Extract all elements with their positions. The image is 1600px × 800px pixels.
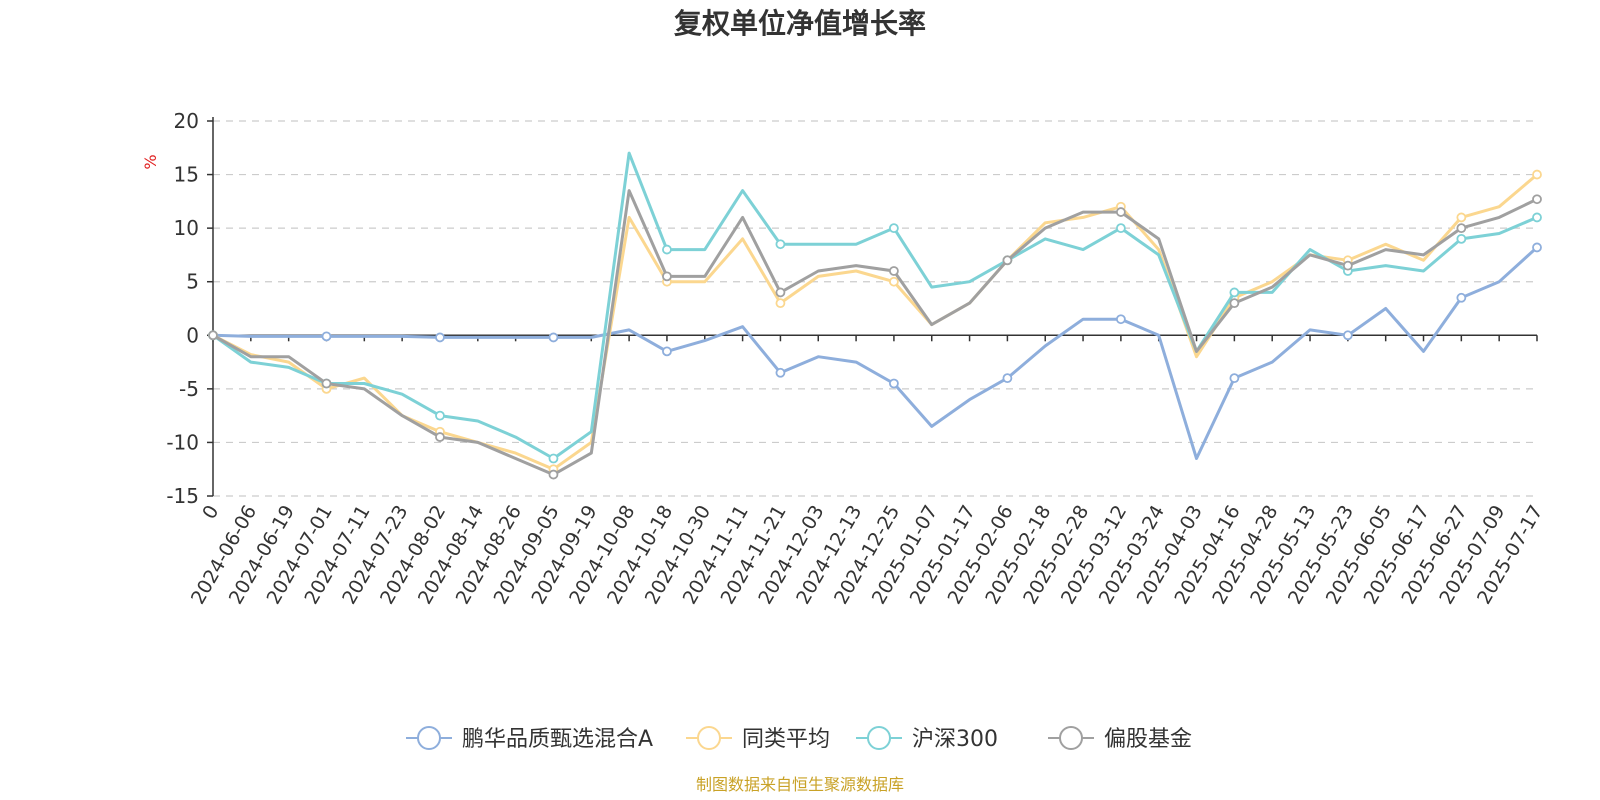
y-axis-unit: % [141, 154, 160, 169]
data-point [1456, 233, 1467, 244]
data-point [1229, 373, 1240, 384]
legend-marker-icon [417, 726, 441, 750]
legend[interactable]: 鹏华品质甄选混合A 同类平均 沪深300 偏股基金 [406, 726, 1192, 752]
data-point [435, 432, 445, 442]
y-tick-label: -10 [166, 430, 199, 454]
data-point [1229, 287, 1240, 298]
data-point [889, 223, 899, 234]
series-line [212, 173, 1538, 471]
data-point [1002, 255, 1013, 266]
legend-label: 沪深300 [912, 727, 998, 752]
data-source-note: 制图数据来自恒生聚源数据库 [696, 775, 904, 794]
axes: -15-10-50510152002024-06-062024-06-19202… [166, 109, 1547, 608]
data-point [662, 244, 672, 255]
legend-label: 偏股基金 [1104, 727, 1192, 752]
data-point [1115, 223, 1126, 234]
data-point [1115, 314, 1126, 325]
data-point [1532, 212, 1542, 223]
series-line [212, 246, 1539, 460]
data-point [321, 378, 332, 389]
data-point [1532, 242, 1542, 253]
data-point [889, 378, 899, 389]
data-point [321, 331, 332, 342]
y-tick-label: -5 [179, 377, 199, 401]
legend-label: 同类平均 [742, 727, 830, 752]
data-point [435, 410, 445, 421]
data-point [1115, 207, 1126, 217]
data-point [435, 332, 445, 343]
data-point [775, 367, 786, 378]
chart-title: 复权单位净值增长率 [674, 7, 926, 40]
y-tick-label: -15 [166, 484, 199, 508]
data-point [1342, 330, 1353, 341]
data-point [208, 330, 218, 341]
data-point [775, 298, 786, 309]
y-tick-label: 10 [174, 216, 199, 240]
data-point [1456, 223, 1467, 234]
series-lines [208, 151, 1542, 480]
data-point [889, 266, 899, 276]
data-point [548, 469, 559, 480]
data-point [1456, 212, 1467, 223]
data-point [775, 239, 786, 250]
data-point [1002, 373, 1013, 384]
data-point [548, 453, 559, 464]
series-line [212, 189, 1538, 477]
y-tick-label: 15 [174, 163, 199, 187]
data-point [1229, 298, 1240, 309]
grid-lines [213, 120, 1537, 497]
data-point [1532, 169, 1542, 180]
data-point [662, 346, 672, 357]
legend-marker-icon [1059, 726, 1083, 750]
y-tick-label: 20 [174, 109, 199, 133]
data-point [889, 276, 899, 287]
x-tick-label: 0 [198, 502, 223, 523]
data-point [1456, 292, 1467, 303]
legend-label: 鹏华品质甄选混合A [462, 727, 653, 752]
data-point [548, 332, 559, 343]
y-tick-label: 0 [186, 323, 199, 347]
series-line [212, 151, 1538, 460]
data-point [1342, 260, 1353, 271]
legend-marker-icon [697, 726, 721, 750]
legend-marker-icon [867, 726, 891, 750]
data-point [1532, 194, 1542, 205]
data-point [775, 287, 786, 298]
data-point [662, 271, 672, 282]
y-tick-label: 5 [186, 270, 199, 294]
